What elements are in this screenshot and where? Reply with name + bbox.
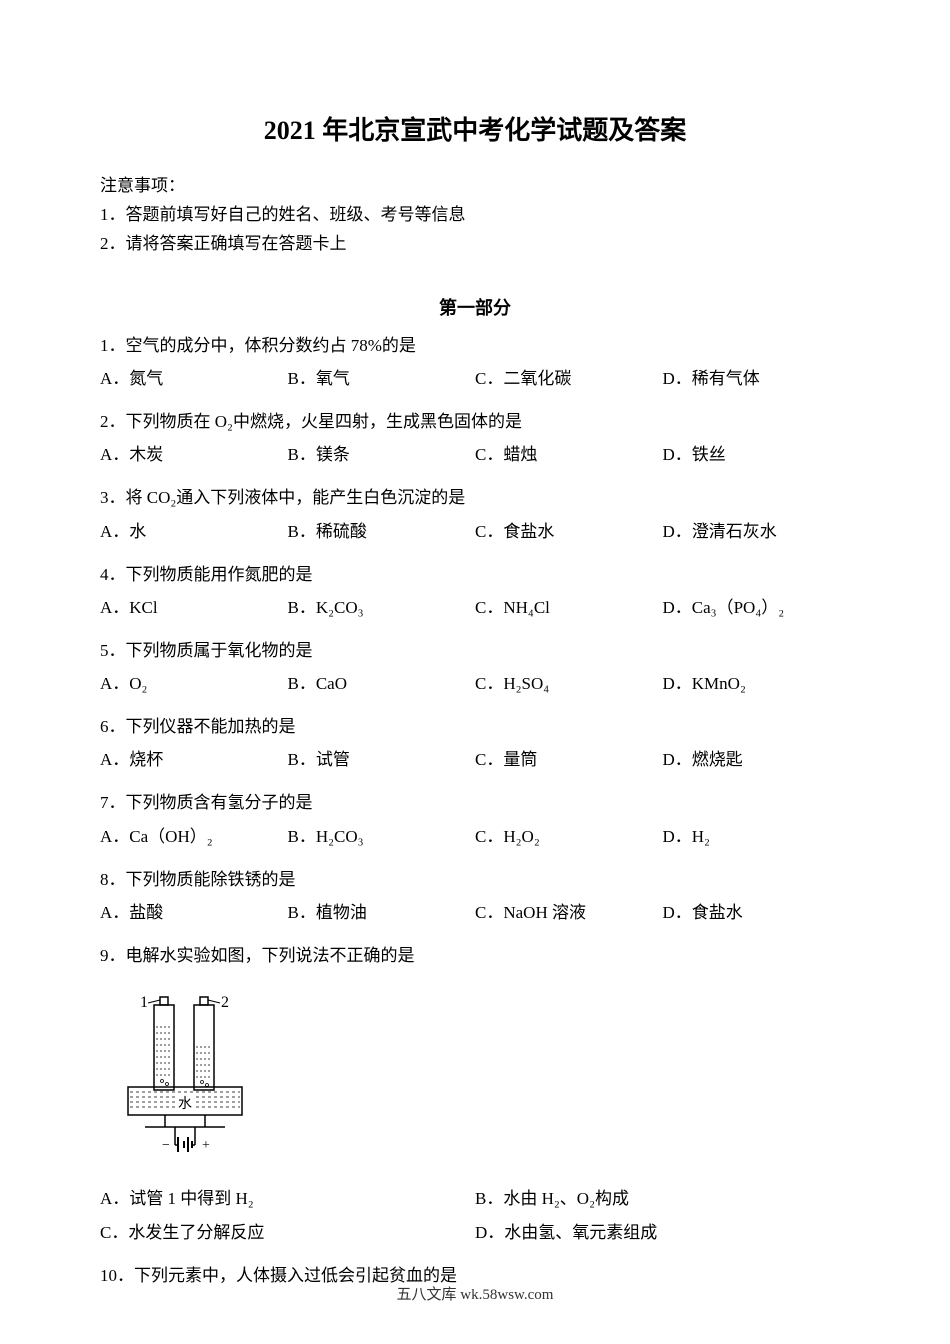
q8-option-b: B．植物油 xyxy=(288,896,476,930)
question-1-text: 1．空气的成分中，体积分数约占 78%的是 xyxy=(100,330,850,362)
q9-option-d: D．水由氢、氧元素组成 xyxy=(475,1216,850,1250)
q5-option-d: D．KMnO₂ xyxy=(663,667,851,701)
q8-option-d: D．食盐水 xyxy=(663,896,851,930)
q3-option-b: B．稀硫酸 xyxy=(288,515,476,549)
q3-option-c: C．食盐水 xyxy=(475,515,663,549)
q4-option-a: A．KCl xyxy=(100,591,288,625)
q8-option-c: C．NaOH 溶液 xyxy=(475,896,663,930)
minus-label: − xyxy=(162,1138,170,1153)
q7-option-a: A．Ca（OH）₂ xyxy=(100,820,288,854)
q3-option-a: A．水 xyxy=(100,515,288,549)
question-8-text: 8．下列物质能除铁锈的是 xyxy=(100,864,850,896)
question-3-options: A．水 B．稀硫酸 C．食盐水 D．澄清石灰水 xyxy=(100,515,850,549)
q6-option-a: A．烧杯 xyxy=(100,743,288,777)
q9-option-c: C．水发生了分解反应 xyxy=(100,1216,475,1250)
question-9-options: A．试管 1 中得到 H₂ B．水由 H₂、O₂构成 C．水发生了分解反应 D．… xyxy=(100,1182,850,1250)
electrolysis-svg: − + 1 xyxy=(120,987,250,1162)
q1-option-d: D．稀有气体 xyxy=(663,362,851,396)
question-4-text: 4．下列物质能用作氮肥的是 xyxy=(100,559,850,591)
q5-option-a: A．O₂ xyxy=(100,667,288,701)
q2-option-c: C．蜡烛 xyxy=(475,438,663,472)
q1-option-b: B．氧气 xyxy=(288,362,476,396)
question-6-options: A．烧杯 B．试管 C．量筒 D．燃烧匙 xyxy=(100,743,850,777)
question-6-text: 6．下列仪器不能加热的是 xyxy=(100,711,850,743)
q6-option-c: C．量筒 xyxy=(475,743,663,777)
q6-option-d: D．燃烧匙 xyxy=(663,743,851,777)
q3-option-d: D．澄清石灰水 xyxy=(663,515,851,549)
instructions-heading: 注意事项： xyxy=(100,172,850,201)
tube-2-label: 2 xyxy=(221,994,229,1011)
q2-option-d: D．铁丝 xyxy=(663,438,851,472)
q2-option-a: A．木炭 xyxy=(100,438,288,472)
q4-option-b: B．K₂CO₃ xyxy=(288,591,476,625)
q7-option-b: B．H₂CO₃ xyxy=(288,820,476,854)
question-7-text: 7．下列物质含有氢分子的是 xyxy=(100,787,850,819)
q2-option-b: B．镁条 xyxy=(288,438,476,472)
question-5-options: A．O₂ B．CaO C．H₂SO₄ D．KMnO₂ xyxy=(100,667,850,701)
q4-option-d: D．Ca₃（PO₄）₂ xyxy=(663,591,851,625)
q5-option-b: B．CaO xyxy=(288,667,476,701)
tube-1-label: 1 xyxy=(140,994,148,1011)
instructions-block: 注意事项： 1．答题前填写好自己的姓名、班级、考号等信息 2．请将答案正确填写在… xyxy=(100,172,850,259)
page-title: 2021 年北京宣武中考化学试题及答案 xyxy=(100,110,850,147)
electrolysis-figure: − + 1 xyxy=(120,987,850,1167)
q6-option-b: B．试管 xyxy=(288,743,476,777)
q1-option-a: A．氮气 xyxy=(100,362,288,396)
q8-option-a: A．盐酸 xyxy=(100,896,288,930)
q9-option-b: B．水由 H₂、O₂构成 xyxy=(475,1182,850,1216)
question-2-options: A．木炭 B．镁条 C．蜡烛 D．铁丝 xyxy=(100,438,850,472)
page-footer: 五八文库 wk.58wsw.com xyxy=(0,1283,950,1304)
water-label: 水 xyxy=(178,1096,192,1112)
q7-option-d: D．H₂ xyxy=(663,820,851,854)
question-2-text: 2．下列物质在 O₂中燃烧，火星四射，生成黑色固体的是 xyxy=(100,406,850,438)
question-4-options: A．KCl B．K₂CO₃ C．NH₄Cl D．Ca₃（PO₄）₂ xyxy=(100,591,850,625)
q4-option-c: C．NH₄Cl xyxy=(475,591,663,625)
q5-option-c: C．H₂SO₄ xyxy=(475,667,663,701)
q9-option-a: A．试管 1 中得到 H₂ xyxy=(100,1182,475,1216)
instruction-item-2: 2．请将答案正确填写在答题卡上 xyxy=(100,230,850,259)
question-5-text: 5．下列物质属于氧化物的是 xyxy=(100,635,850,667)
question-9-text: 9．电解水实验如图，下列说法不正确的是 xyxy=(100,940,850,972)
section-1-title: 第一部分 xyxy=(100,294,850,320)
q7-option-c: C．H₂O₂ xyxy=(475,820,663,854)
question-1-options: A．氮气 B．氧气 C．二氧化碳 D．稀有气体 xyxy=(100,362,850,396)
plus-label: + xyxy=(202,1138,210,1153)
instruction-item-1: 1．答题前填写好自己的姓名、班级、考号等信息 xyxy=(100,201,850,230)
question-8-options: A．盐酸 B．植物油 C．NaOH 溶液 D．食盐水 xyxy=(100,896,850,930)
question-7-options: A．Ca（OH）₂ B．H₂CO₃ C．H₂O₂ D．H₂ xyxy=(100,820,850,854)
q1-option-c: C．二氧化碳 xyxy=(475,362,663,396)
question-3-text: 3．将 CO₂通入下列液体中，能产生白色沉淀的是 xyxy=(100,482,850,514)
